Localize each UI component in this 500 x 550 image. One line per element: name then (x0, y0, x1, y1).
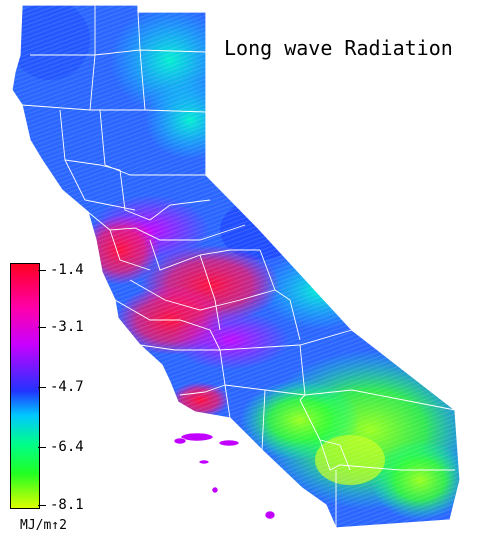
state-outline (11, 4, 461, 529)
colorbar-tick-5 (38, 505, 46, 506)
colorbar-label-4: -6.4 (50, 439, 84, 455)
colorbar-label-1: -1.4 (50, 262, 84, 278)
colorbar (10, 263, 40, 509)
colorbar-tick-3 (38, 387, 46, 388)
county-boundaries (21, 5, 456, 528)
colorbar-units: MJ/m↑2 (20, 518, 67, 533)
colorbar-label-5: -8.1 (50, 497, 84, 513)
colorbar-label-2: -3.1 (50, 319, 84, 335)
colorbar-tick-2 (38, 327, 46, 328)
colorbar-tick-1 (38, 270, 46, 271)
channel-islands (173, 432, 276, 520)
map-title: Long wave Radiation (224, 36, 453, 60)
colorbar-label-3: -4.7 (50, 379, 84, 395)
colorbar-tick-4 (38, 447, 46, 448)
